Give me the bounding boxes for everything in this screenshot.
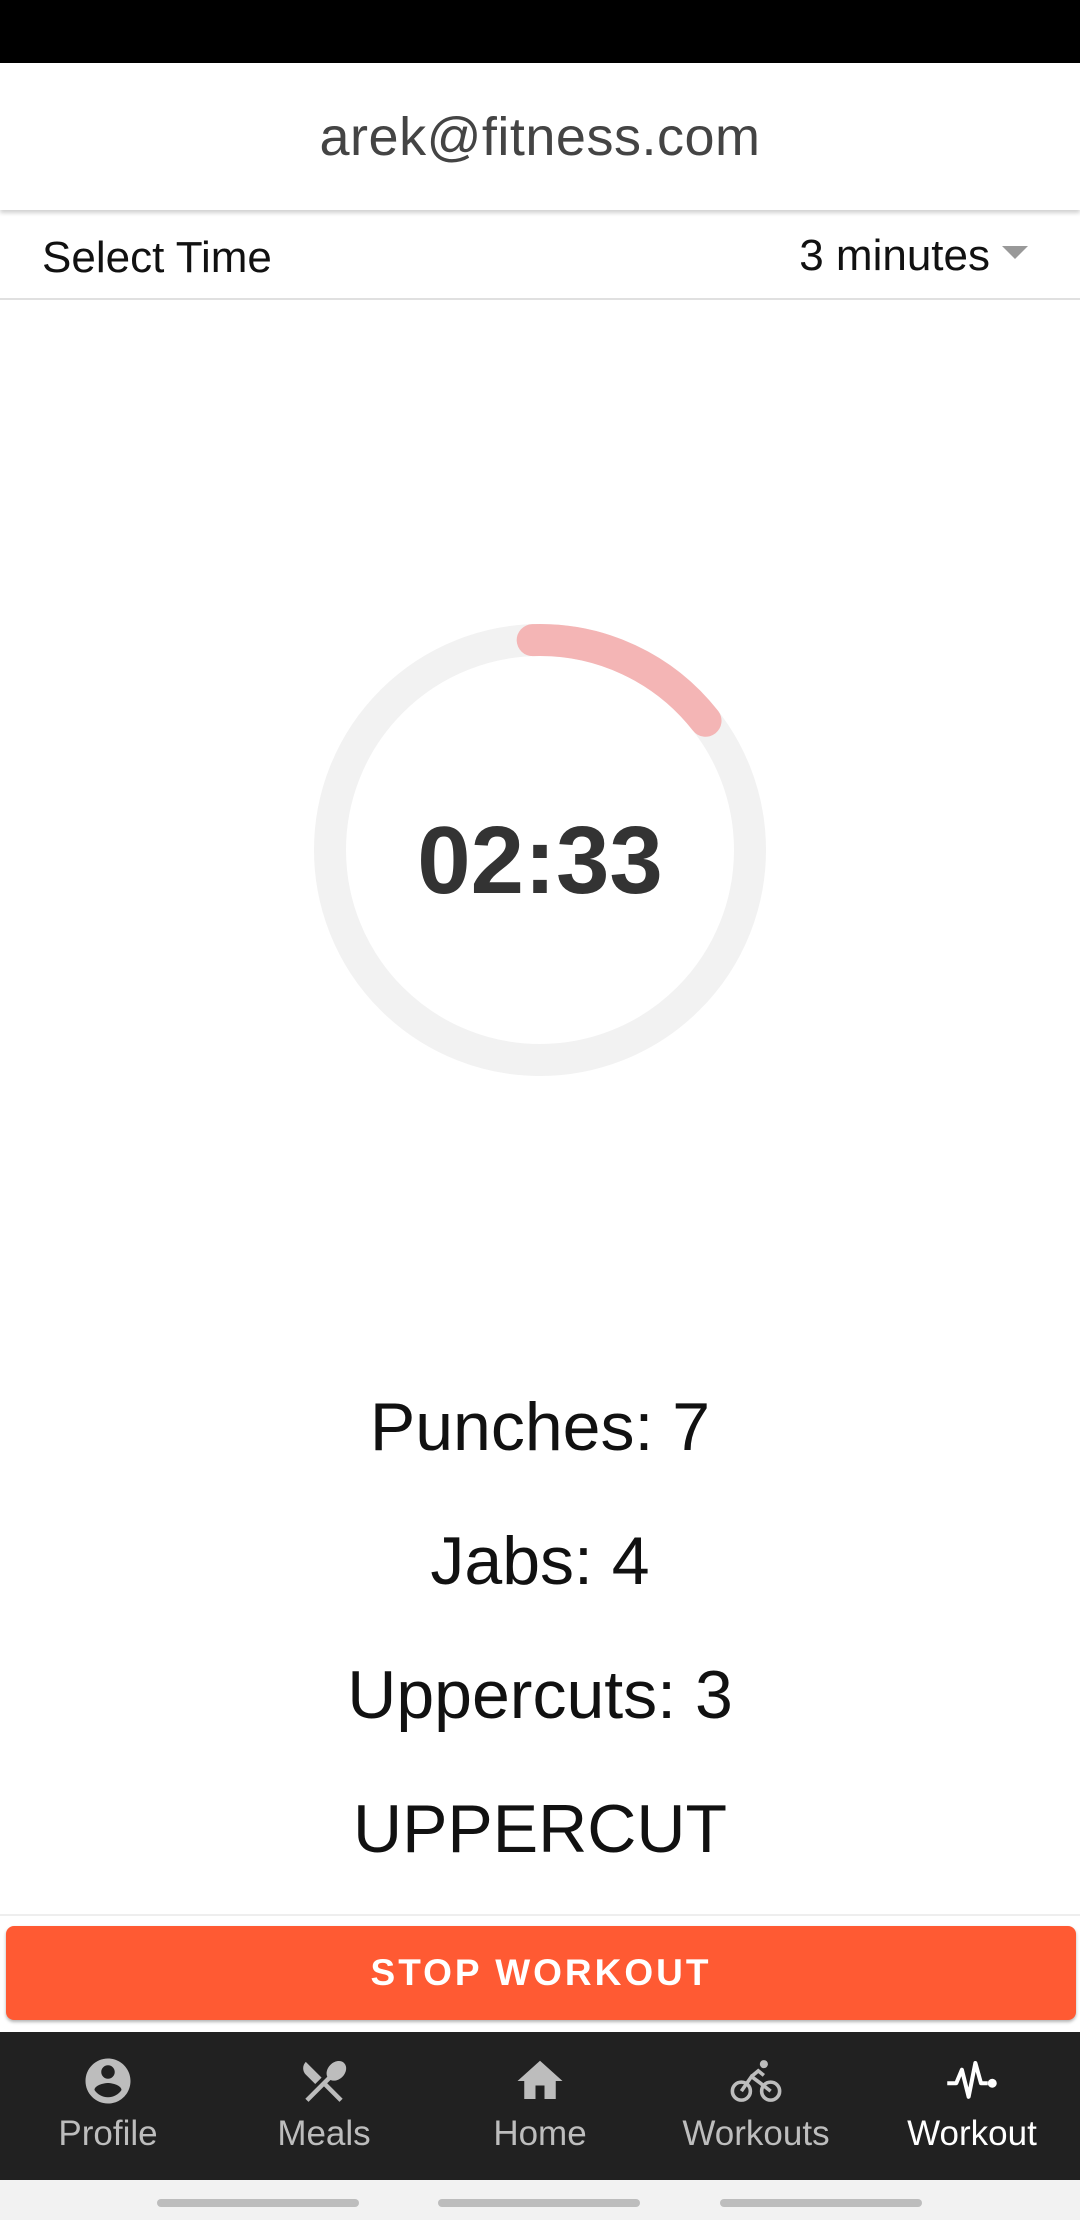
app-header: arek@fitness.com bbox=[0, 63, 1080, 210]
stop-workout-button[interactable]: STOP WORKOUT bbox=[6, 1926, 1076, 2020]
select-time-row[interactable]: Select Time 3 minutes bbox=[0, 210, 1080, 300]
nav-item-meals[interactable]: Meals bbox=[216, 2032, 432, 2180]
uppercuts-count: Uppercuts: 3 bbox=[347, 1657, 733, 1733]
dropdown-caret-icon[interactable] bbox=[1002, 246, 1028, 259]
divider bbox=[0, 1914, 1080, 1916]
nav-item-home[interactable]: Home bbox=[432, 2032, 648, 2180]
utensils-icon bbox=[303, 2061, 347, 2102]
select-time-value[interactable]: 3 minutes bbox=[799, 231, 990, 280]
account-circle-icon bbox=[85, 2058, 131, 2104]
status-bar bbox=[0, 0, 1080, 63]
page-title: arek@fitness.com bbox=[319, 106, 761, 167]
current-move: UPPERCUT bbox=[352, 1791, 728, 1867]
nav-item-workouts[interactable]: Workouts bbox=[648, 2032, 864, 2180]
gesture-pill-right bbox=[720, 2199, 922, 2207]
heartbeat-icon bbox=[947, 2060, 997, 2099]
timer-display: 02:33 bbox=[417, 807, 663, 914]
nav-label-profile: Profile bbox=[58, 2114, 158, 2153]
gesture-bar bbox=[0, 2180, 1080, 2220]
bike-icon bbox=[730, 2060, 782, 2102]
timer-progress-arc bbox=[314, 624, 766, 1076]
punches-count: Punches: 7 bbox=[369, 1389, 711, 1465]
nav-item-workout[interactable]: Workout bbox=[864, 2032, 1080, 2180]
nav-label-workouts: Workouts bbox=[682, 2114, 830, 2153]
nav-item-profile[interactable]: Profile bbox=[0, 2032, 216, 2180]
gesture-pill-left bbox=[157, 2199, 359, 2207]
select-time-label: Select Time bbox=[42, 233, 272, 282]
jabs-count: Jabs: 4 bbox=[430, 1523, 650, 1599]
nav-label-home: Home bbox=[493, 2114, 587, 2153]
bottom-navigation: Profile Meals Home Workouts Workout bbox=[0, 2032, 1080, 2180]
home-icon bbox=[517, 2060, 563, 2099]
timer-ring bbox=[314, 624, 766, 1076]
nav-label-workout: Workout bbox=[907, 2114, 1037, 2153]
gesture-pill-center bbox=[438, 2199, 640, 2207]
countdown-timer: 02:33 bbox=[310, 620, 770, 1080]
nav-label-meals: Meals bbox=[277, 2114, 371, 2153]
